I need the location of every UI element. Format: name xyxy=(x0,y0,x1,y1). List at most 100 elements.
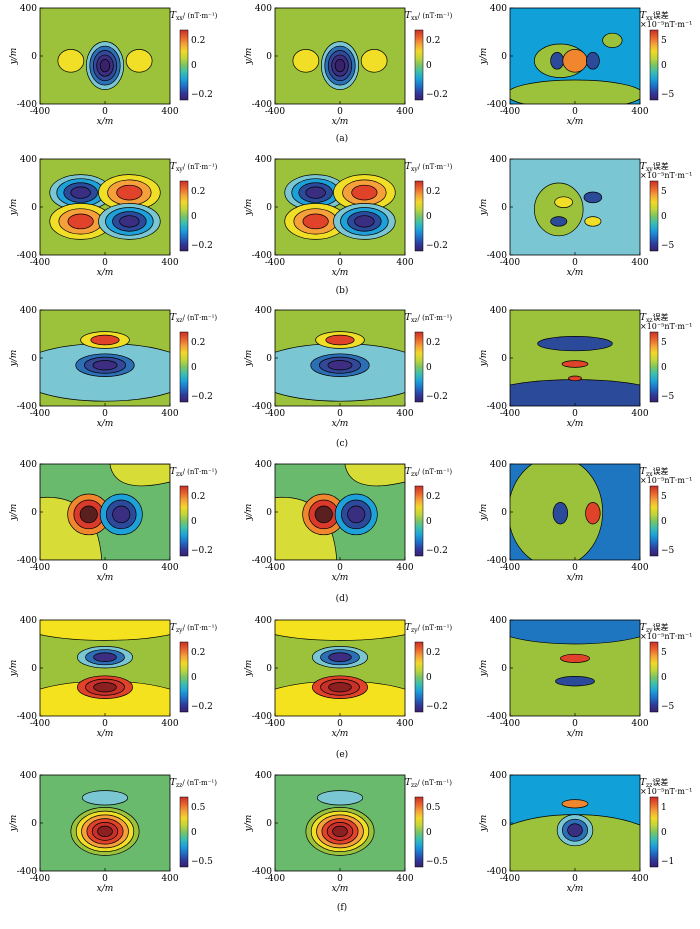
contour-level xyxy=(534,182,584,237)
contour-level xyxy=(79,505,98,524)
panel-xz-forward: -400 0 400 -400 0 400 x/m y/m xyxy=(9,306,179,429)
y-tick-label: -400 xyxy=(17,402,37,412)
y-tick-label: 0 xyxy=(266,52,272,62)
y-tick-label: 400 xyxy=(255,616,272,626)
y-tick-label: 0 xyxy=(266,508,272,518)
colorbar-scale xyxy=(414,29,424,101)
y-tick-label: -400 xyxy=(487,251,507,261)
y-tick-label: 400 xyxy=(20,4,37,14)
contour-level xyxy=(327,360,353,371)
x-tick-label: 0 xyxy=(102,107,108,117)
colorbar: 0.5 0 −0.5 Tzz/ (nT·m⁻¹) xyxy=(170,778,217,868)
panel-zz-forward: -400 0 400 -400 0 400 x/m y/m xyxy=(9,771,179,894)
contour-level xyxy=(292,49,320,73)
colorbar-tick-label: −5 xyxy=(661,90,675,100)
colorbar: 0.2 0 −0.2 Tzx/ (nT·m⁻¹) xyxy=(405,467,452,557)
colorbar-tick-label: −0.2 xyxy=(426,546,448,556)
x-tick-label: 0 xyxy=(102,719,108,729)
colorbar-tick-label: −5 xyxy=(661,546,675,556)
colorbar-tick-label: 0 xyxy=(661,517,667,527)
y-tick-label: 0 xyxy=(266,354,272,364)
contour-background xyxy=(275,159,405,255)
contour-level xyxy=(40,620,170,641)
colorbar-scale xyxy=(649,331,659,403)
y-tick-label: -400 xyxy=(17,867,37,877)
colorbar-tick-label: 0.2 xyxy=(426,36,440,46)
panel-zz-error: -400 0 400 -400 0 400 x/m y/m xyxy=(479,771,649,894)
colorbar-title: Txx/ (nT·m⁻¹) xyxy=(405,11,453,22)
colorbar-scale xyxy=(649,180,659,252)
contour-level xyxy=(510,620,640,645)
x-tick-label: 400 xyxy=(396,409,413,419)
x-tick-label: -400 xyxy=(30,409,50,419)
x-tick-label: 400 xyxy=(631,719,648,729)
y-tick-label: -400 xyxy=(17,251,37,261)
contour-level xyxy=(325,334,355,346)
x-tick-label: 0 xyxy=(572,719,578,729)
colorbar: 0.2 0 −0.2 Txy/ (nT·m⁻¹) xyxy=(405,162,453,252)
x-axis-label: x/m xyxy=(332,884,349,894)
y-tick-label: 400 xyxy=(20,616,37,626)
contour-level xyxy=(305,186,326,199)
x-axis-label: x/m xyxy=(97,729,114,739)
x-tick-label: 400 xyxy=(161,563,178,573)
contour-level xyxy=(561,799,589,809)
subfigure-caption: (a) xyxy=(336,133,348,144)
panel-xx-error: -400 0 400 -400 0 400 x/m y/m xyxy=(479,4,649,127)
panel-xy-error: -400 0 400 -400 0 400 x/m y/m xyxy=(479,155,649,278)
contour-level xyxy=(550,52,564,70)
colorbar-tick-label: 0 xyxy=(426,61,432,71)
contour-level xyxy=(584,216,602,227)
y-axis-label: y/m xyxy=(9,350,19,368)
colorbar-unit: ×10⁻⁵nT·m⁻¹ xyxy=(640,632,692,641)
contour-level xyxy=(602,32,623,48)
y-axis-label: y/m xyxy=(479,199,489,217)
colorbar-tick-label: 0.5 xyxy=(191,803,206,813)
colorbar-title: Tzx/ (nT·m⁻¹) xyxy=(405,467,452,478)
x-tick-label: 400 xyxy=(631,107,648,117)
colorbar-scale xyxy=(179,485,189,557)
x-tick-label: 0 xyxy=(102,563,108,573)
x-tick-label: 400 xyxy=(396,719,413,729)
contour-level xyxy=(586,52,600,70)
contour-level xyxy=(562,49,588,73)
contour-level xyxy=(537,336,613,352)
contour-level xyxy=(328,652,352,662)
x-tick-label: 400 xyxy=(161,107,178,117)
colorbar-scale xyxy=(649,641,659,713)
colorbar-tick-label: −0.2 xyxy=(426,702,448,712)
y-tick-label: 0 xyxy=(31,819,37,829)
colorbar-tick-label: 0 xyxy=(191,828,197,838)
colorbar-tick-label: 0 xyxy=(191,517,197,527)
colorbar-tick-label: 0 xyxy=(661,363,667,373)
colorbar-tick-label: 5 xyxy=(661,36,667,46)
contour-level xyxy=(125,49,153,73)
x-tick-label: -400 xyxy=(265,258,285,268)
contour-level xyxy=(328,682,352,693)
y-axis-label: y/m xyxy=(479,48,489,66)
y-tick-label: 0 xyxy=(501,664,507,674)
colorbar: 0.5 0 −0.5 Tzz/ (nT·m⁻¹) xyxy=(405,778,452,868)
y-tick-label: 0 xyxy=(501,203,507,213)
x-tick-label: -400 xyxy=(30,719,50,729)
colorbar-scale xyxy=(179,29,189,101)
colorbar-title: Txz/ (nT·m⁻¹) xyxy=(405,313,452,324)
contour-level xyxy=(67,213,94,230)
y-tick-label: 0 xyxy=(31,508,37,518)
contour-level xyxy=(93,652,117,662)
x-axis-label: x/m xyxy=(332,729,349,739)
colorbar-scale xyxy=(649,485,659,557)
x-tick-label: -400 xyxy=(265,107,285,117)
contour-level xyxy=(510,79,640,104)
y-tick-label: 400 xyxy=(255,306,272,316)
x-tick-label: 0 xyxy=(102,874,108,884)
colorbar-tick-label: 1 xyxy=(661,803,667,813)
y-tick-label: 400 xyxy=(490,460,507,470)
colorbar-tick-label: 0 xyxy=(661,61,667,71)
x-tick-label: 400 xyxy=(396,874,413,884)
x-tick-label: -400 xyxy=(30,874,50,884)
x-tick-label: 0 xyxy=(572,107,578,117)
colorbar-scale xyxy=(179,180,189,252)
colorbar-scale xyxy=(179,796,189,868)
